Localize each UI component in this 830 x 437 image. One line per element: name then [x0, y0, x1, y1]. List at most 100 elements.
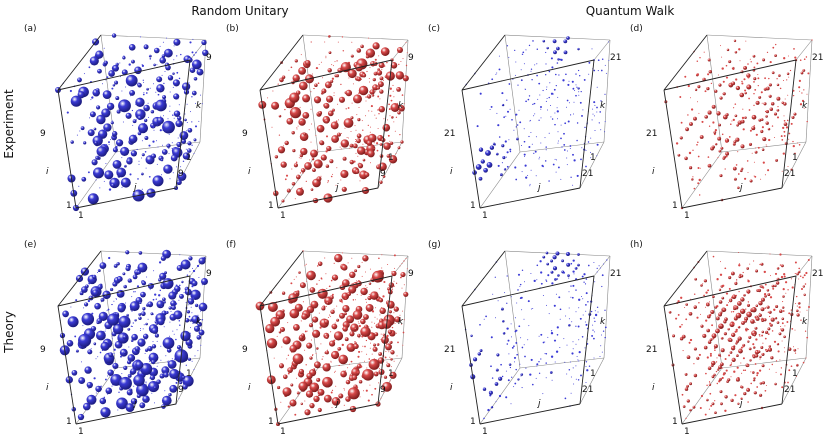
bubble	[698, 353, 701, 356]
bubble	[156, 379, 161, 385]
bubble	[313, 395, 320, 403]
cube-plot	[663, 250, 813, 425]
bubble	[342, 326, 348, 332]
bubble	[176, 329, 178, 331]
bubble	[540, 142, 542, 144]
bubble	[151, 392, 153, 394]
bubble	[689, 338, 693, 342]
bubble	[737, 120, 742, 125]
bubble	[769, 323, 773, 327]
bubble	[504, 140, 507, 143]
bubble	[368, 110, 370, 112]
bubble	[527, 300, 530, 303]
bubble	[123, 284, 127, 289]
bubble	[108, 143, 110, 145]
bubble	[271, 101, 280, 110]
bubble	[509, 150, 512, 153]
bubble	[723, 320, 727, 324]
bubble	[120, 355, 122, 358]
bubble	[162, 337, 175, 349]
bubble	[547, 336, 549, 338]
bubble	[774, 382, 777, 386]
bubble	[330, 279, 333, 282]
bubble	[193, 369, 195, 370]
bubble	[381, 68, 383, 70]
bubble	[152, 126, 155, 128]
bubble	[571, 296, 574, 299]
bubble	[164, 390, 166, 392]
bubble	[280, 401, 282, 403]
bubble	[330, 360, 332, 362]
bubble	[735, 312, 742, 319]
bubble	[347, 387, 360, 400]
bubble	[293, 163, 298, 168]
bubble	[717, 353, 721, 357]
bubble	[96, 321, 100, 325]
bubble	[606, 259, 608, 261]
bubble	[96, 105, 101, 110]
bubble	[162, 144, 163, 146]
bubble	[191, 285, 194, 288]
bubble	[159, 56, 167, 64]
bubble	[805, 271, 808, 275]
bubble	[498, 136, 501, 138]
bubble	[545, 74, 547, 76]
bubble	[751, 307, 757, 313]
bubble	[687, 114, 689, 116]
bubble	[739, 169, 743, 173]
bubble	[377, 109, 379, 111]
bubble	[568, 102, 570, 104]
bubble	[749, 58, 751, 60]
bubble	[742, 369, 745, 372]
bubble	[587, 141, 590, 143]
bubble	[338, 354, 349, 365]
bubble	[753, 175, 755, 177]
bubble	[173, 45, 175, 47]
bubble	[762, 137, 767, 142]
cube-edge-front	[681, 187, 783, 209]
bubble	[596, 306, 599, 308]
bubble	[740, 346, 743, 349]
bubble	[188, 256, 193, 261]
bubble	[525, 367, 527, 369]
bubble	[343, 312, 347, 316]
bubble	[529, 120, 531, 122]
bubble	[548, 132, 550, 134]
bubble	[521, 309, 523, 311]
bubble	[545, 377, 547, 379]
bubble	[599, 356, 601, 357]
bubble	[744, 91, 747, 95]
bubble	[405, 42, 407, 43]
bubble	[400, 61, 402, 62]
bubble	[594, 104, 596, 106]
bubble	[707, 340, 712, 344]
bubble	[99, 187, 101, 189]
axis-j-min-label: 1	[78, 211, 84, 221]
bubble	[575, 84, 577, 86]
bubble	[147, 301, 154, 308]
bubble	[111, 33, 117, 38]
bubble	[542, 89, 544, 92]
bubble	[401, 287, 403, 289]
bubble	[78, 333, 92, 347]
bubble	[99, 262, 107, 269]
bubble	[538, 335, 540, 337]
bubble	[296, 391, 300, 395]
bubble	[135, 97, 145, 107]
bubble	[154, 47, 160, 54]
bubble	[730, 398, 734, 403]
bubble	[191, 280, 198, 287]
bubble	[200, 344, 202, 346]
bubble	[546, 304, 547, 306]
bubble	[544, 160, 547, 162]
bubble	[721, 56, 723, 58]
bubble	[356, 371, 359, 374]
bubble	[296, 343, 298, 345]
bubble	[771, 71, 775, 75]
bubble	[361, 335, 364, 338]
bubble	[563, 50, 568, 55]
bubble	[148, 116, 149, 118]
bubble	[169, 368, 180, 380]
bubble	[358, 380, 363, 384]
column-title-random-unitary: Random Unitary	[191, 4, 289, 18]
